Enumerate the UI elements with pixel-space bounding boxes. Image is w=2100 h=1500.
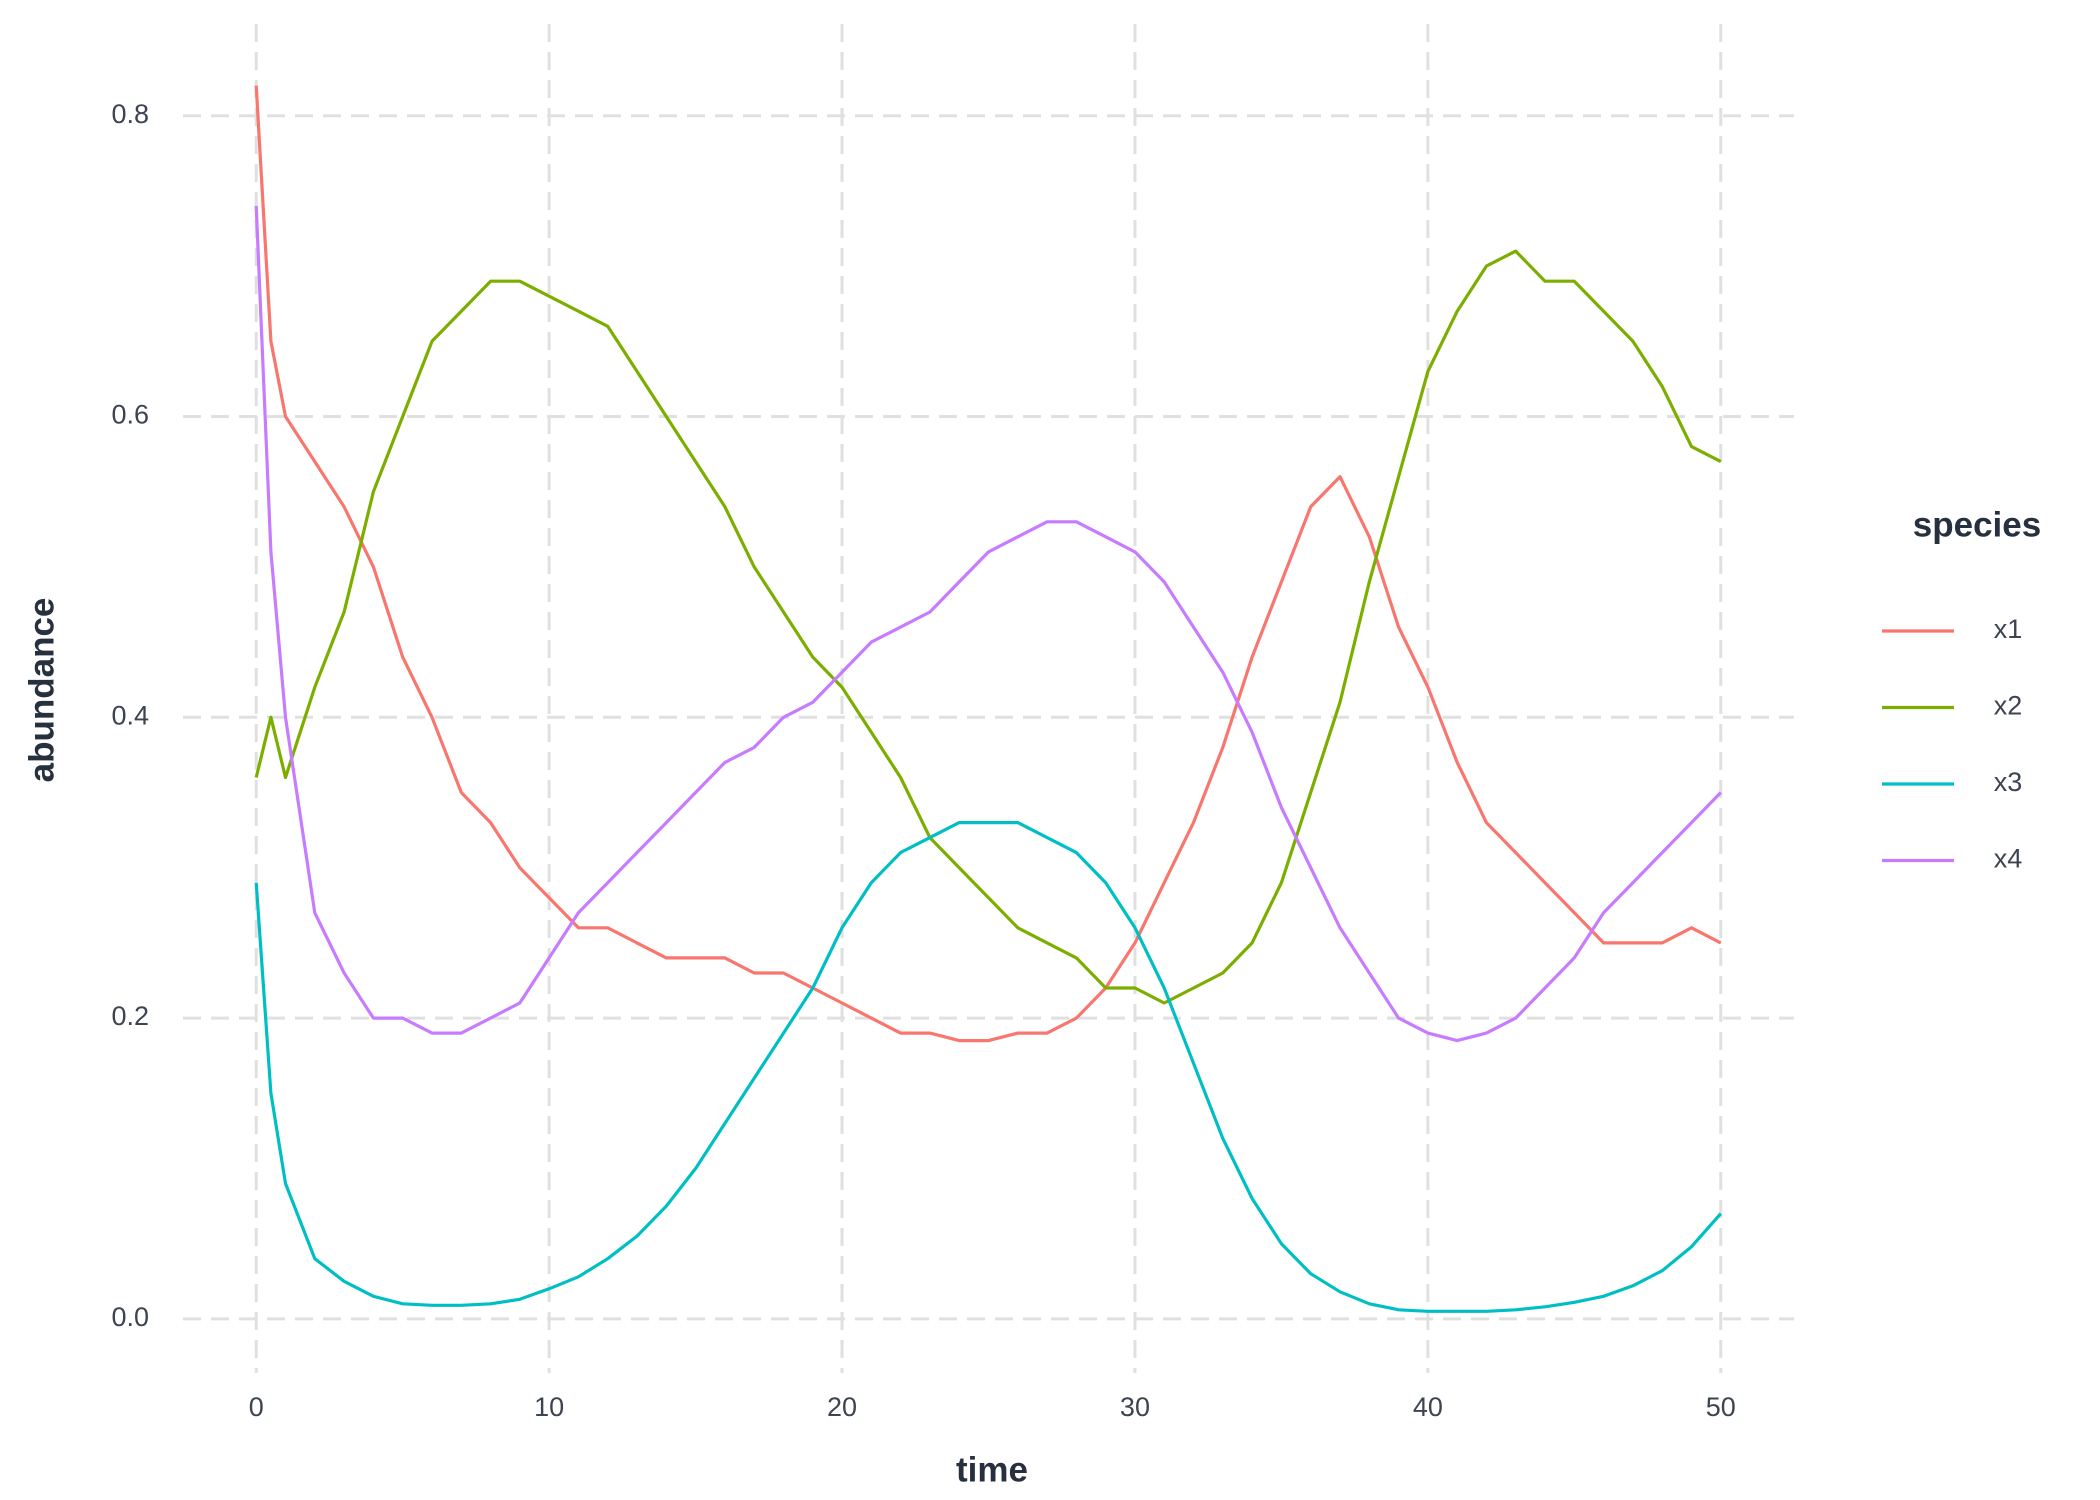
x-tick-label: 0	[249, 1392, 264, 1422]
y-tick-label: 0.4	[111, 700, 149, 730]
y-tick-label: 0.8	[111, 99, 149, 129]
series-line	[254, 205, 1722, 1043]
legend-label: x1	[1994, 614, 2023, 644]
x-tick-label: 10	[534, 1392, 564, 1422]
x-tick-label: 30	[1120, 1392, 1150, 1422]
x-tick-label: 40	[1413, 1392, 1443, 1422]
series-line	[254, 249, 1722, 1005]
legend-label: x3	[1994, 767, 2023, 797]
legend-label: x2	[1994, 691, 2023, 721]
x-axis-title: time	[956, 1450, 1028, 1489]
series-line	[254, 85, 1722, 1043]
legend-title: species	[1913, 505, 2041, 544]
series-line	[254, 821, 1722, 1313]
legend-label: x4	[1994, 844, 2023, 874]
y-tick-label: 0.6	[111, 400, 149, 430]
x-tick-label: 50	[1706, 1392, 1736, 1422]
y-axis-title: abundance	[22, 598, 61, 783]
x-tick-label: 20	[827, 1392, 857, 1422]
y-tick-label: 0.0	[111, 1302, 149, 1332]
y-tick-label: 0.2	[111, 1001, 149, 1031]
